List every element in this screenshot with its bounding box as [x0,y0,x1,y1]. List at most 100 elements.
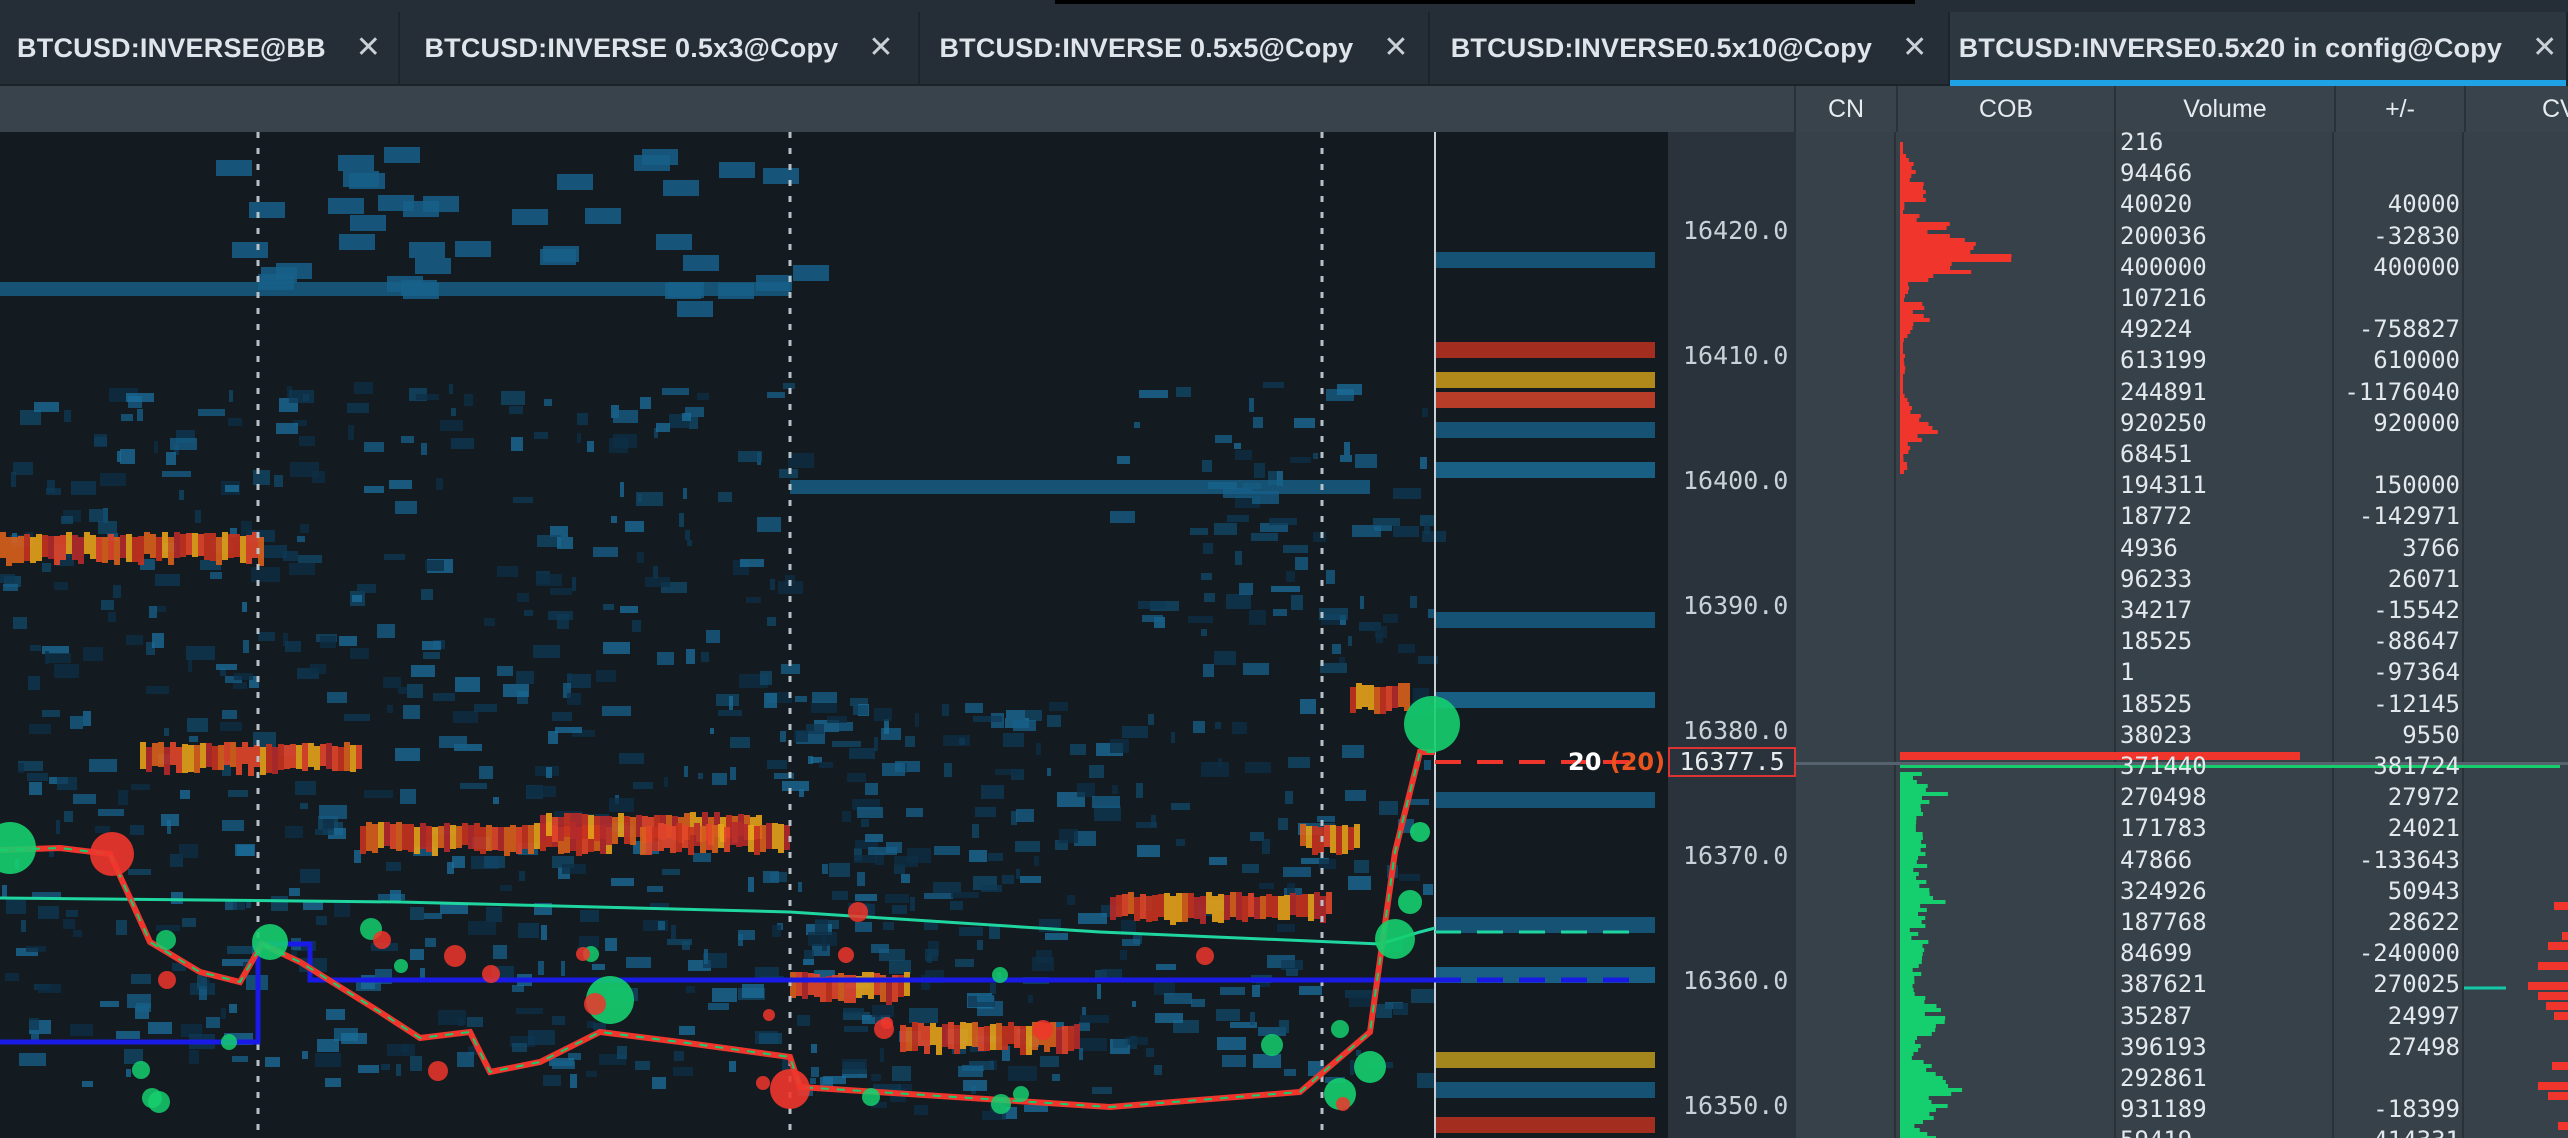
heatmap-shape [1284,1069,1296,1076]
liquidity-heatmap[interactable] [0,132,1668,1138]
plus-minus-cell[interactable]: 400000 [2373,252,2460,281]
plus-minus-cell[interactable]: 24997 [2387,1001,2460,1030]
plus-minus-cell[interactable]: 27498 [2387,1032,2460,1061]
volume-cell[interactable]: 371440 [2120,752,2207,780]
plus-minus-cell[interactable]: 27972 [2387,783,2460,812]
volume-cell[interactable]: 18525 [2120,689,2193,718]
heatmap-shape [806,724,824,734]
volume-cell[interactable]: 171783 [2120,814,2207,843]
plus-minus-cell[interactable]: 920000 [2373,408,2460,437]
plus-minus-cell[interactable]: 150000 [2373,471,2460,500]
volume-cell[interactable]: 35287 [2120,1001,2193,1030]
volume-cell[interactable]: 84699 [2120,939,2193,968]
plus-minus-cell[interactable]: 40000 [2387,190,2460,219]
column-header-cv[interactable]: CV [2464,86,2568,132]
plus-minus-cell[interactable]: 26071 [2387,564,2460,593]
volume-cell[interactable]: 613199 [2120,346,2207,375]
heatmap-shape [679,513,684,527]
volume-cell[interactable]: 396193 [2120,1032,2207,1061]
volume-cell[interactable]: 270498 [2120,783,2207,812]
trade-bubble [881,1017,893,1029]
volume-cell[interactable]: 931189 [2120,1095,2207,1124]
heatmap-canvas[interactable] [0,132,1668,1138]
close-icon[interactable]: ✕ [868,31,894,64]
plus-minus-cell[interactable]: 270025 [2373,970,2460,999]
heat-band [1342,825,1348,854]
tab-btcusd-inverse-0-5x10[interactable]: BTCUSD:INVERSE0.5x10@Copy ✕ [1430,12,1950,84]
plus-minus-cell[interactable]: 381724 [2373,752,2460,780]
column-header-volume[interactable]: Volume [2114,86,2334,132]
heatmap-shape [1294,418,1315,428]
heatmap-shape [303,901,323,910]
plus-minus-cell[interactable]: 610000 [2373,346,2460,375]
column-header-plusminus[interactable]: +/- [2334,86,2464,132]
volume-cell[interactable]: 292861 [2120,1064,2207,1092]
heatmap-shape [619,753,644,764]
volume-cell[interactable]: 18772 [2120,502,2193,531]
heat-band [102,537,108,563]
plus-minus-cell[interactable]: -32830 [2373,221,2460,250]
plus-minus-cell[interactable]: -15542 [2373,596,2460,624]
volume-cell[interactable]: 387621 [2120,970,2207,999]
volume-cell[interactable]: 94466 [2120,159,2193,188]
plus-minus-cell[interactable]: -142971 [2358,502,2460,531]
tab-btcusd-inverse-0-5x3[interactable]: BTCUSD:INVERSE 0.5x3@Copy ✕ [400,12,920,84]
volume-cell[interactable]: 324926 [2120,876,2207,905]
close-icon[interactable]: ✕ [1383,31,1409,64]
volume-cell[interactable]: 4936 [2120,533,2178,562]
volume-cell[interactable]: 59419 [2120,1126,2192,1138]
volume-cell[interactable]: 68451 [2120,440,2193,468]
order-size-marker[interactable]: 20 (20) [1568,748,1665,776]
heatmap-shape [1326,570,1335,584]
heatmap-shape [643,920,668,931]
plus-minus-cell[interactable]: -1176040 [2344,377,2460,406]
plus-minus-cell[interactable]: 24021 [2387,814,2460,843]
plus-minus-cell[interactable]: 3766 [2402,533,2460,562]
heatmap-shape [1203,664,1214,677]
volume-cell[interactable]: 38023 [2120,720,2193,749]
heat-band [216,537,222,565]
tab-btcusd-inverse-0-5x20-config[interactable]: BTCUSD:INVERSE0.5x20 in config@Copy ✕ [1950,12,2568,86]
heatmap-shape [1171,803,1190,810]
cob-bid-bar [1900,1000,1925,1004]
volume-cell[interactable]: 400000 [2120,252,2207,281]
tab-btcusd-inverse-0-5x5[interactable]: BTCUSD:INVERSE 0.5x5@Copy ✕ [920,12,1430,84]
order-size-value: 20 [1568,748,1602,776]
volume-cell[interactable]: 34217 [2120,596,2193,624]
price-axis[interactable] [1668,132,1796,1138]
volume-cell[interactable]: 47866 [2120,845,2193,874]
plus-minus-cell[interactable]: -414331 [2310,1126,2460,1138]
volume-cell[interactable]: 194311 [2120,471,2207,500]
column-header-cn[interactable]: CN [1794,86,1896,132]
plus-minus-cell[interactable]: 28622 [2387,908,2460,936]
column-header-cob[interactable]: COB [1896,86,2114,132]
tab-btcusd-inverse-bb[interactable]: BTCUSD:INVERSE@BB ✕ [0,12,400,84]
volume-cell[interactable]: 107216 [2120,284,2207,312]
close-icon[interactable]: ✕ [2532,31,2558,64]
plus-minus-cell[interactable]: -133643 [2358,845,2460,874]
volume-cell[interactable]: 920250 [2120,408,2207,437]
close-icon[interactable]: ✕ [355,31,381,64]
volume-cell[interactable]: 40020 [2120,190,2193,219]
plus-minus-cell[interactable]: 9550 [2402,720,2460,749]
volume-cell[interactable]: 1 [2120,658,2135,687]
volume-cell[interactable]: 216 [2120,132,2164,156]
volume-cell[interactable]: 96233 [2120,564,2193,593]
plus-minus-cell[interactable]: -88647 [2373,627,2460,656]
plus-minus-cell[interactable]: -240000 [2358,939,2460,968]
close-icon[interactable]: ✕ [1902,31,1928,64]
plus-minus-cell[interactable]: -97364 [2373,658,2460,687]
volume-cell[interactable]: 49224 [2120,315,2193,344]
plus-minus-cell[interactable]: -758827 [2358,315,2460,344]
volume-cell[interactable]: 200036 [2120,221,2207,250]
volume-cell[interactable]: 18525 [2120,627,2193,656]
volume-cell[interactable]: 244891 [2120,377,2207,406]
heatmap-shape [1283,867,1311,877]
plus-minus-cell[interactable]: -12145 [2373,689,2460,718]
dom-ladder[interactable]: 216 94466 40020 40000 200036 -32830 400000 4000… [1796,132,2568,1138]
heatmap-shape [341,1033,367,1044]
cob-bid-bar [1900,936,1912,940]
volume-cell[interactable]: 187768 [2120,908,2207,936]
plus-minus-cell[interactable]: -18399 [2373,1095,2460,1124]
plus-minus-cell[interactable]: 50943 [2387,876,2460,905]
